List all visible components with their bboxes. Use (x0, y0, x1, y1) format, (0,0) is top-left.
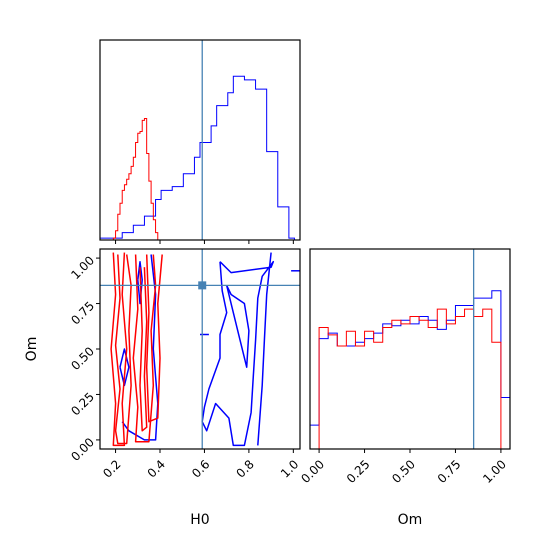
joint-truth-marker (198, 281, 207, 290)
contour-blue-2 (257, 252, 272, 446)
xlabel-om: Om (398, 512, 423, 528)
om-hist-blue-series (310, 290, 510, 449)
om-xtick-label-3: 0.75 (435, 457, 464, 486)
joint-ytick-label-0: 0.00 (68, 435, 97, 464)
contour-red-4 (139, 267, 148, 432)
om-histogram (310, 249, 510, 449)
xlabel-h0: H0 (190, 512, 209, 528)
ylabel-om: Om (24, 337, 40, 362)
h0-hist-red-series (112, 118, 159, 240)
joint-xtick-label-3: 0.8 (234, 457, 257, 480)
contour-blue-1 (225, 285, 250, 368)
contour-red-1 (132, 254, 157, 443)
joint-ytick-label-3: 0.75 (68, 299, 97, 328)
joint-ytick-label-4: 1.00 (68, 253, 97, 282)
joint-xtick-label-1: 0.4 (145, 457, 168, 480)
contour-red-0 (114, 254, 132, 445)
h0-hist-blue-series (100, 75, 295, 240)
contour-blue-3 (119, 348, 130, 387)
om-xtick-label-0: 0.00 (298, 457, 327, 486)
contour-blue-5 (121, 254, 159, 441)
joint-xtick-label-0: 0.2 (100, 457, 123, 480)
om-hist-frame (309, 248, 511, 450)
joint-ytick-label-2: 0.50 (68, 344, 97, 373)
joint-xtick-label-4: 1.0 (278, 457, 301, 480)
om-xtick-label-4: 1.00 (480, 457, 509, 486)
joint-xtick-label-2: 0.6 (189, 457, 212, 480)
om-xtick-label-2: 0.50 (389, 457, 418, 486)
h0-hist-frame (99, 39, 301, 241)
h0-histogram (100, 40, 295, 240)
joint-panel (100, 249, 300, 449)
contour-red-2 (145, 254, 163, 423)
contour-red-3 (110, 252, 128, 447)
om-xtick-label-1: 0.25 (344, 457, 373, 486)
contour-blue-0 (201, 260, 275, 447)
joint-ytick-label-1: 0.25 (68, 390, 97, 419)
contour-blue-4 (137, 260, 143, 305)
